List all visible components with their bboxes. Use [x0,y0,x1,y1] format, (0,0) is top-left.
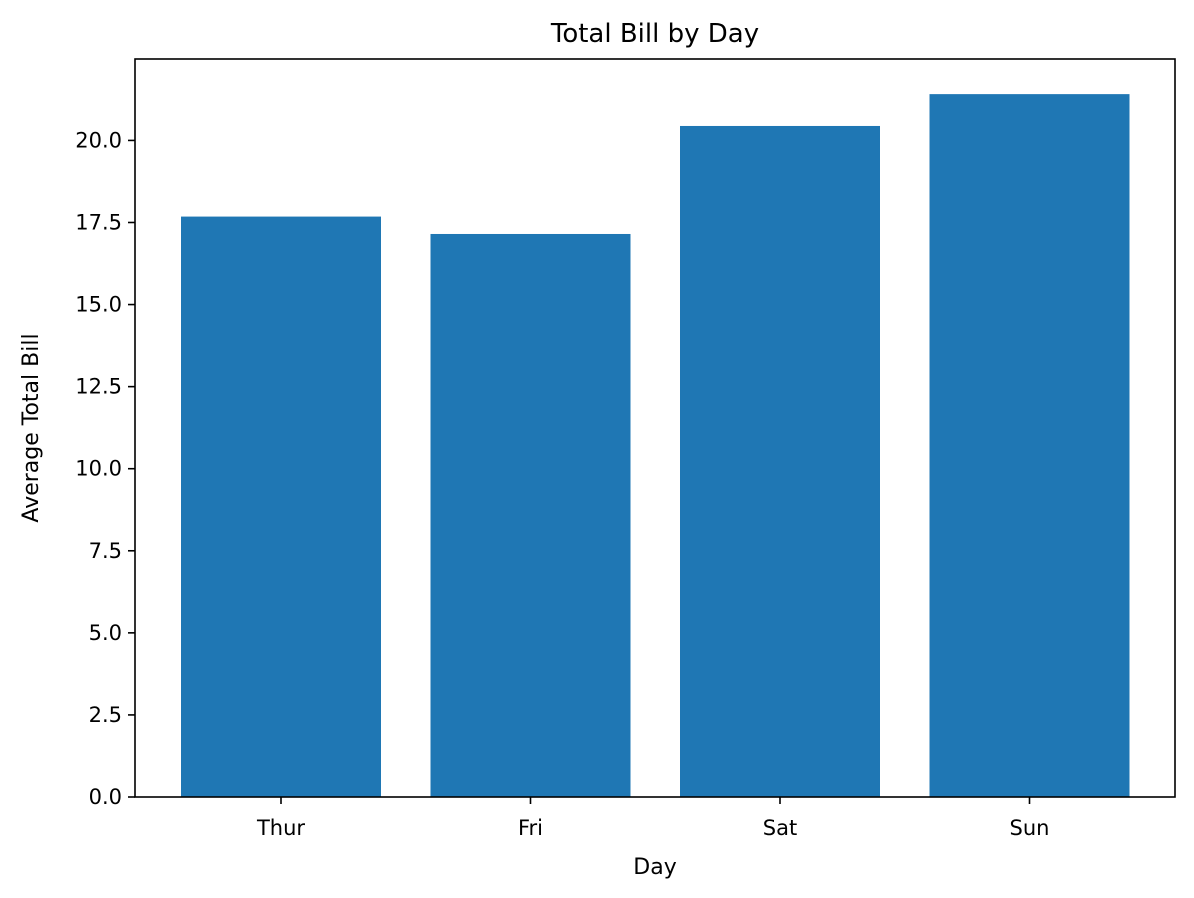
bars-group [181,94,1130,798]
bar-fri [430,233,631,797]
x-tick-label: Sat [763,816,797,840]
y-axis: 0.0 2.5 5.0 7.5 10.0 12.5 15.0 17.5 20.0 [75,128,135,809]
chart-title: Total Bill by Day [550,19,759,49]
y-tick-label: 0.0 [89,785,122,809]
plot-frame [134,58,1176,798]
bar-sun [929,94,1130,798]
x-tick-label: Fri [518,816,543,840]
y-tick-label: 5.0 [89,621,122,645]
y-tick-label: 2.5 [89,703,122,727]
y-tick-label: 10.0 [75,457,122,481]
x-tick-label: Sun [1010,816,1050,840]
x-tick-label: Thur [256,816,305,840]
x-axis-label: Day [633,855,676,880]
y-tick-label: 20.0 [75,128,122,152]
x-axis: Thur Fri Sat Sun [256,797,1050,840]
bar-thur [181,216,381,797]
y-axis-label: Average Total Bill [19,333,44,522]
y-tick-label: 15.0 [75,293,122,317]
y-tick-label: 12.5 [75,375,122,399]
y-tick-label: 7.5 [89,539,122,563]
y-tick-label: 17.5 [75,210,122,234]
bar-sat [680,125,880,797]
